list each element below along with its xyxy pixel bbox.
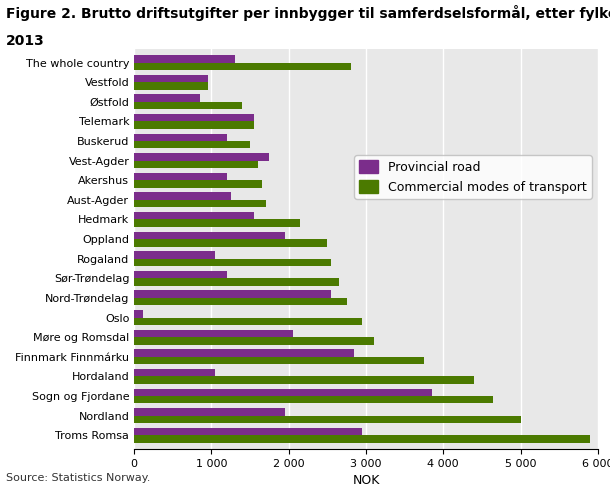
Bar: [134, 200, 265, 207]
X-axis label: NOK: NOK: [353, 474, 379, 487]
Bar: [134, 62, 351, 70]
Bar: [134, 173, 227, 180]
Bar: [134, 82, 207, 90]
Bar: [134, 114, 254, 122]
Bar: [134, 357, 424, 364]
Bar: [134, 388, 432, 396]
Bar: [134, 75, 207, 82]
Bar: [134, 376, 474, 384]
Legend: Provincial road, Commercial modes of transport: Provincial road, Commercial modes of tra…: [354, 155, 592, 199]
Bar: [134, 349, 354, 357]
Text: Source: Statistics Norway.: Source: Statistics Norway.: [6, 473, 151, 483]
Bar: [134, 259, 331, 266]
Bar: [134, 141, 250, 148]
Bar: [134, 271, 227, 278]
Bar: [134, 55, 235, 62]
Bar: [134, 396, 493, 404]
Bar: [134, 251, 215, 259]
Text: Figure 2. Brutto driftsutgifter per innbygger til samferdselsformål, etter fylke: Figure 2. Brutto driftsutgifter per innb…: [6, 5, 610, 21]
Bar: [134, 122, 254, 129]
Bar: [134, 153, 270, 161]
Bar: [134, 428, 362, 435]
Bar: [134, 298, 346, 305]
Bar: [134, 239, 328, 246]
Bar: [134, 180, 262, 188]
Bar: [134, 435, 590, 443]
Bar: [134, 232, 285, 239]
Bar: [134, 212, 254, 220]
Bar: [134, 134, 227, 141]
Bar: [134, 220, 300, 227]
Bar: [134, 330, 293, 337]
Bar: [134, 102, 242, 109]
Bar: [134, 161, 258, 168]
Bar: [134, 337, 374, 345]
Bar: [134, 416, 520, 423]
Bar: [134, 94, 200, 102]
Bar: [134, 310, 143, 318]
Bar: [134, 408, 285, 416]
Bar: [134, 318, 362, 325]
Text: 2013: 2013: [6, 34, 45, 48]
Bar: [134, 278, 339, 286]
Bar: [134, 192, 231, 200]
Bar: [134, 290, 331, 298]
Bar: [134, 369, 215, 376]
